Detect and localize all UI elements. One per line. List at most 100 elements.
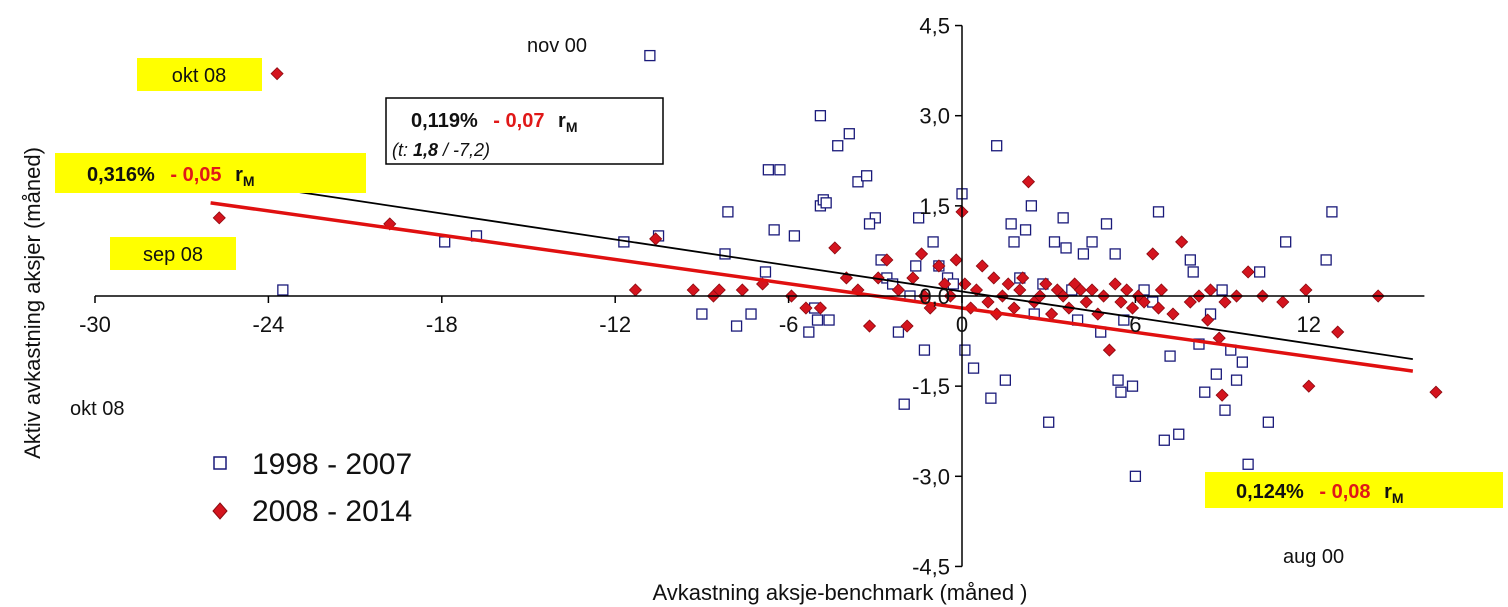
- point-1998-2007: [1230, 374, 1243, 386]
- point-1998-2007: [1152, 206, 1165, 218]
- point-1998-2007: [1019, 224, 1032, 236]
- equation-intercept: 0,124%: [1236, 481, 1304, 503]
- point-1998-2007: [913, 212, 925, 224]
- point-2008-2014: [975, 259, 989, 273]
- point-1998-2007: [788, 230, 801, 242]
- tstat-suffix: / -7,2): [438, 140, 490, 160]
- legend-diamond-icon: [212, 502, 228, 520]
- fit-line-2008-2014: [210, 201, 1414, 373]
- point-2008-2014: [938, 277, 952, 291]
- point-1998-2007: [910, 260, 922, 272]
- point-2008-2014: [932, 259, 946, 273]
- annotation-okt08-bottom: okt 08: [70, 398, 124, 420]
- point-2008-2014: [1085, 283, 1099, 297]
- point-1998-2007: [1320, 254, 1332, 266]
- legend-square-icon: [213, 456, 227, 470]
- point-2008-2014: [813, 301, 827, 315]
- point-1998-2007: [1187, 266, 1199, 278]
- point-1998-2007: [1057, 212, 1069, 224]
- point-1998-2007: [1025, 200, 1038, 212]
- point-1998-2007: [1242, 458, 1254, 470]
- point-2008-2014: [1021, 175, 1036, 189]
- point-2008-2014: [1429, 385, 1443, 399]
- x-tick-label: -12: [599, 312, 631, 337]
- point-2008-2014: [1114, 295, 1128, 309]
- y-tick-label: -1,5: [912, 374, 950, 399]
- point-2008-2014: [628, 283, 642, 297]
- x-tick-label: -6: [779, 312, 799, 337]
- points-layer: [212, 49, 1443, 482]
- point-1998-2007: [1109, 248, 1121, 260]
- y-tick-label: 4,5: [919, 14, 950, 39]
- point-2008-2014: [1215, 388, 1229, 402]
- point-1998-2007: [1008, 236, 1020, 248]
- annotation-sep08: sep 08: [143, 244, 203, 266]
- point-1998-2007: [1115, 386, 1127, 398]
- point-2008-2014: [906, 271, 920, 285]
- point-1998-2007: [967, 362, 980, 374]
- point-2008-2014: [1120, 283, 1134, 297]
- equation-slope: - 0,07: [493, 110, 544, 132]
- point-2008-2014: [949, 253, 963, 267]
- equation-box-2008-2014: 0,316% - 0,05 rM: [87, 164, 255, 189]
- point-1998-2007: [832, 140, 844, 152]
- point-2008-2014: [987, 271, 1001, 285]
- y-tick-label: -3,0: [912, 464, 950, 489]
- equation-r: r: [235, 164, 243, 186]
- point-1998-2007: [1199, 386, 1211, 398]
- annotation-highlight-sep08: [110, 237, 236, 270]
- point-1998-2007: [1086, 236, 1098, 248]
- point-1998-2007: [1112, 374, 1124, 386]
- point-2008-2014: [212, 211, 226, 225]
- point-2008-2014: [270, 67, 284, 81]
- point-1998-2007: [644, 49, 656, 62]
- equation-r: r: [558, 110, 566, 132]
- point-1998-2007: [1126, 380, 1139, 392]
- point-2008-2014: [914, 247, 929, 261]
- point-1998-2007: [959, 344, 971, 356]
- equation-slope: - 0,08: [1319, 481, 1370, 503]
- point-1998-2007: [1262, 416, 1274, 428]
- legend-label-1998-2007: 1998 - 2007: [252, 448, 412, 481]
- point-2008-2014: [900, 319, 914, 333]
- point-2008-2014: [1125, 301, 1140, 315]
- tstat-value: 1,8: [413, 140, 438, 160]
- equation-r-sub: M: [566, 119, 578, 135]
- equation-intercept: 0,316%: [87, 164, 155, 186]
- point-1998-2007: [745, 308, 757, 320]
- point-2008-2014: [735, 283, 749, 297]
- y-axis-label: Aktiv avkastning aksjer (måned): [20, 147, 45, 459]
- point-1998-2007: [820, 197, 832, 209]
- point-2008-2014: [1203, 283, 1218, 297]
- point-1998-2007: [918, 344, 931, 356]
- point-1998-2007: [719, 248, 731, 260]
- equation-tstat: (t: 1,8 / -7,2): [392, 140, 490, 160]
- point-1998-2007: [843, 128, 855, 140]
- point-2008-2014: [1079, 295, 1093, 309]
- point-2008-2014: [871, 271, 885, 285]
- point-1998-2007: [696, 308, 708, 320]
- point-2008-2014: [1137, 295, 1151, 309]
- x-tick-label: 6: [1129, 312, 1141, 337]
- annotation-okt08-top: okt 08: [172, 65, 226, 87]
- point-1998-2007: [985, 392, 997, 404]
- point-1998-2007: [1236, 356, 1248, 368]
- point-1998-2007: [768, 224, 780, 236]
- point-1998-2007: [892, 326, 905, 338]
- point-1998-2007: [898, 398, 910, 410]
- point-2008-2014: [1218, 295, 1232, 309]
- point-1998-2007: [1280, 236, 1292, 248]
- annotation-nov00: nov 00: [527, 35, 587, 57]
- point-1998-2007: [860, 170, 873, 182]
- point-1998-2007: [1048, 236, 1061, 248]
- x-tick-label: -18: [426, 312, 458, 337]
- point-2008-2014: [1241, 265, 1255, 279]
- y-tick-label: 1,5: [919, 194, 950, 219]
- point-1998-2007: [730, 320, 743, 332]
- equation-intercept: 0,119%: [411, 110, 478, 132]
- x-tick-label: 0: [956, 312, 968, 337]
- point-1998-2007: [439, 236, 451, 248]
- annotation-highlight-okt08-top: [137, 58, 262, 91]
- point-2008-2014: [1151, 301, 1166, 315]
